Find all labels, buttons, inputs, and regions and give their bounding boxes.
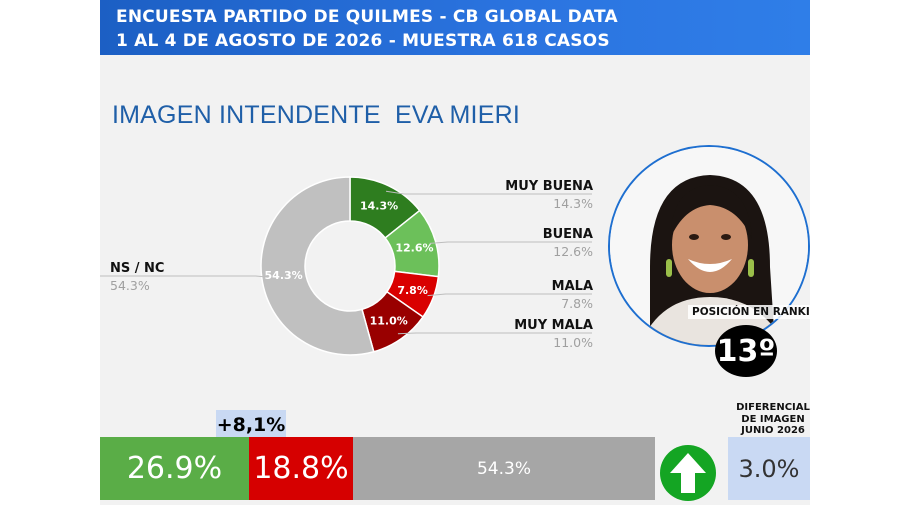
arrow-up-icon [660,445,716,501]
header-title: ENCUESTA PARTIDO DE QUILMES - CB GLOBAL … [116,7,618,27]
image-differential-label-line: JUNIO 2026 [741,425,805,436]
slice-percent-label: 11.0% [553,335,593,350]
slice-value-label: 54.3% [265,269,303,282]
ns-nc-bar: 54.3% [353,437,655,500]
callout-line [100,275,268,278]
chart-title: IMAGEN INTENDENTE EVA MIERI [112,101,520,129]
slice-value-label: 14.3% [360,200,398,213]
image-differential-value: 3.0% [728,437,810,500]
slice-value-label: 12.6% [395,242,433,255]
donut-slice [260,176,375,356]
image-differential-label-line: DE IMAGEN [741,413,805,425]
slice-percent-label: 54.3% [110,278,150,293]
callout-line [429,241,592,244]
slice-category-label: BUENA [543,227,593,242]
slice-value-label: 7.8% [397,284,428,297]
slice-category-label: MUY BUENA [505,179,593,194]
slice-category-label: MUY MALA [514,318,593,333]
image-differential-label-line: DIFERENCIAL [736,402,810,413]
callout-line [397,332,592,335]
negative-bar: 18.8% [249,437,353,500]
difference-badge: +8,1% [216,410,286,440]
ranking-badge: 13º [715,325,777,377]
header-subtitle: 1 AL 4 DE AGOSTO DE 2026 - MUESTRA 618 C… [116,31,610,51]
header-banner: ENCUESTA PARTIDO DE QUILMES - CB GLOBAL … [100,0,810,55]
ranking-label: POSICIÓN EN RANKING [688,305,810,319]
callout-line [385,190,592,195]
slice-category-label: MALA [552,279,593,294]
slice-value-label: 11.0% [370,315,408,328]
slice-percent-label: 12.6% [553,244,593,259]
callout-line [427,293,592,297]
image-differential-label: DIFERENCIAL DE IMAGEN JUNIO 2026 [728,402,810,437]
slice-category-label: NS / NC [110,261,164,276]
survey-card: ENCUESTA PARTIDO DE QUILMES - CB GLOBAL … [100,0,810,505]
slice-percent-label: 14.3% [553,196,593,211]
slice-percent-label: 7.8% [561,296,593,311]
donut-chart: 14.3% MUY BUENA 14.3% 12.6% BUENA 12.6% 7.8% MA… [100,176,593,356]
positive-bar: 26.9% [100,437,249,500]
